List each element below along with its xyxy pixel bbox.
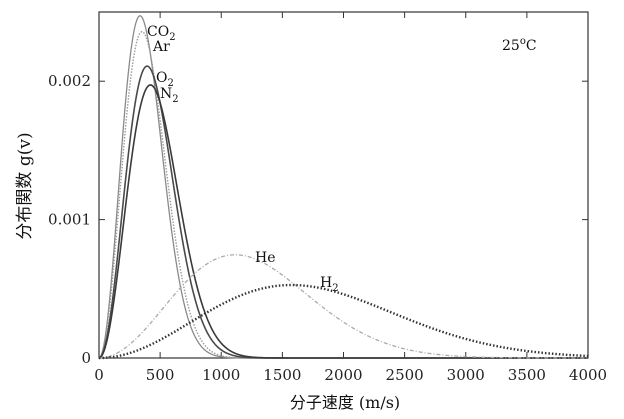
x-tick-label: 2000 xyxy=(324,366,362,384)
x-tick-label: 0 xyxy=(94,366,104,384)
series-label-ar: Ar xyxy=(152,39,170,55)
x-tick-label: 4000 xyxy=(569,366,607,384)
series-label-h2: H2 xyxy=(320,275,339,294)
x-axis-label: 分子速度 (m/s) xyxy=(290,393,400,412)
y-tick-label: 0.001 xyxy=(48,211,91,229)
y-tick-label: 0.002 xyxy=(48,72,91,90)
temperature-degree-sup: o xyxy=(520,36,526,47)
x-tick-label: 1000 xyxy=(202,366,240,384)
temperature-value: 25 xyxy=(502,38,520,54)
x-tick-label: 500 xyxy=(146,366,175,384)
series-layer xyxy=(98,15,589,360)
series-label-co2: CO2 xyxy=(147,24,176,43)
series-label-o2: O2 xyxy=(156,70,174,89)
series-line-co2 xyxy=(98,15,588,359)
series-label-n2: N2 xyxy=(160,86,179,105)
y-axis: 0 0.001 0.002 xyxy=(48,72,588,367)
series-line-h2 xyxy=(98,283,589,360)
x-tick-label: 1500 xyxy=(263,366,301,384)
x-axis: 0 500 1000 1500 2000 2500 3000 3500 4000 xyxy=(94,12,607,384)
series-line-he xyxy=(98,254,588,359)
x-tick-label: 2500 xyxy=(386,366,424,384)
temperature-annotation: 25oC xyxy=(502,36,537,54)
x-tick-label: 3500 xyxy=(508,366,546,384)
series-line-o2 xyxy=(98,65,588,359)
series-line-n2 xyxy=(98,84,588,359)
series-label-he: He xyxy=(255,250,276,266)
plot-frame xyxy=(98,11,589,359)
y-tick-label: 0 xyxy=(81,349,91,367)
x-tick-label: 3000 xyxy=(447,366,485,384)
temperature-unit: C xyxy=(526,38,537,54)
y-axis-label: 分布関数 g(v) xyxy=(15,132,35,239)
